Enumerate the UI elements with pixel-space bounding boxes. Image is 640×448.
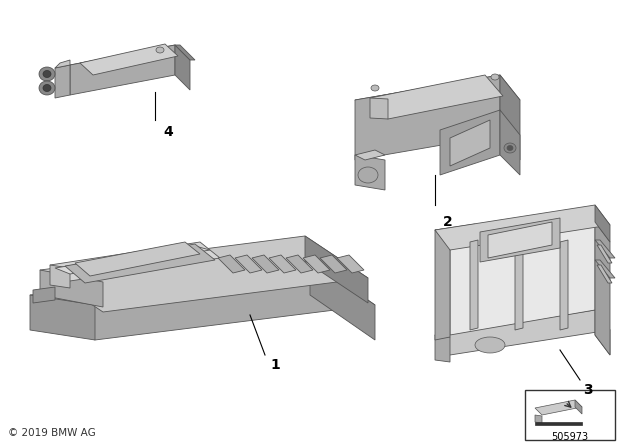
Polygon shape bbox=[435, 205, 610, 250]
Polygon shape bbox=[595, 222, 610, 355]
Ellipse shape bbox=[43, 85, 51, 91]
Polygon shape bbox=[252, 255, 279, 273]
Polygon shape bbox=[595, 260, 615, 278]
Bar bbox=[525, 390, 615, 440]
Polygon shape bbox=[500, 75, 520, 160]
Polygon shape bbox=[50, 265, 70, 288]
Polygon shape bbox=[595, 205, 610, 242]
Polygon shape bbox=[80, 44, 178, 75]
Polygon shape bbox=[303, 255, 330, 273]
Polygon shape bbox=[435, 310, 610, 355]
Polygon shape bbox=[269, 255, 296, 273]
Polygon shape bbox=[305, 236, 368, 303]
Polygon shape bbox=[70, 45, 175, 95]
Polygon shape bbox=[535, 415, 542, 423]
Polygon shape bbox=[370, 75, 503, 119]
Polygon shape bbox=[560, 240, 568, 330]
Ellipse shape bbox=[507, 146, 513, 151]
Polygon shape bbox=[40, 270, 103, 307]
Polygon shape bbox=[480, 218, 560, 262]
Polygon shape bbox=[470, 240, 478, 330]
Polygon shape bbox=[55, 60, 70, 68]
Text: 1: 1 bbox=[270, 358, 280, 372]
Polygon shape bbox=[435, 335, 450, 362]
Polygon shape bbox=[30, 260, 375, 340]
Polygon shape bbox=[355, 75, 520, 125]
Polygon shape bbox=[575, 400, 582, 414]
Ellipse shape bbox=[491, 74, 499, 80]
Polygon shape bbox=[435, 228, 450, 340]
Polygon shape bbox=[337, 255, 364, 273]
Polygon shape bbox=[535, 422, 582, 425]
Polygon shape bbox=[235, 255, 262, 273]
Polygon shape bbox=[33, 287, 55, 303]
Polygon shape bbox=[535, 400, 582, 415]
Polygon shape bbox=[515, 240, 523, 330]
Polygon shape bbox=[597, 245, 612, 263]
Polygon shape bbox=[355, 75, 500, 160]
Ellipse shape bbox=[504, 143, 516, 153]
Polygon shape bbox=[595, 310, 610, 355]
Polygon shape bbox=[286, 255, 313, 273]
Ellipse shape bbox=[43, 70, 51, 78]
Polygon shape bbox=[55, 246, 210, 274]
Polygon shape bbox=[355, 150, 385, 160]
Text: 505973: 505973 bbox=[552, 432, 589, 442]
Text: 2: 2 bbox=[443, 215, 452, 229]
Polygon shape bbox=[500, 110, 520, 175]
Polygon shape bbox=[175, 45, 190, 90]
Ellipse shape bbox=[475, 337, 505, 353]
Polygon shape bbox=[175, 45, 195, 60]
Polygon shape bbox=[320, 255, 347, 273]
Polygon shape bbox=[65, 244, 215, 283]
Polygon shape bbox=[370, 98, 388, 119]
Polygon shape bbox=[30, 295, 95, 340]
Polygon shape bbox=[310, 260, 375, 340]
Text: 4: 4 bbox=[163, 125, 173, 139]
Ellipse shape bbox=[358, 167, 378, 183]
Polygon shape bbox=[595, 240, 615, 258]
Polygon shape bbox=[450, 120, 490, 166]
Polygon shape bbox=[435, 224, 490, 247]
Text: 3: 3 bbox=[583, 383, 593, 397]
Ellipse shape bbox=[39, 81, 55, 95]
Polygon shape bbox=[40, 236, 368, 312]
Polygon shape bbox=[450, 222, 595, 335]
Polygon shape bbox=[355, 155, 385, 190]
Polygon shape bbox=[218, 255, 245, 273]
Polygon shape bbox=[488, 222, 552, 258]
Ellipse shape bbox=[39, 67, 55, 81]
Ellipse shape bbox=[371, 85, 379, 91]
Polygon shape bbox=[75, 242, 200, 276]
Polygon shape bbox=[440, 110, 500, 175]
Text: © 2019 BMW AG: © 2019 BMW AG bbox=[8, 428, 96, 438]
Polygon shape bbox=[597, 265, 612, 283]
Polygon shape bbox=[70, 45, 190, 80]
Polygon shape bbox=[55, 65, 70, 98]
Ellipse shape bbox=[156, 47, 164, 53]
Polygon shape bbox=[50, 242, 220, 281]
